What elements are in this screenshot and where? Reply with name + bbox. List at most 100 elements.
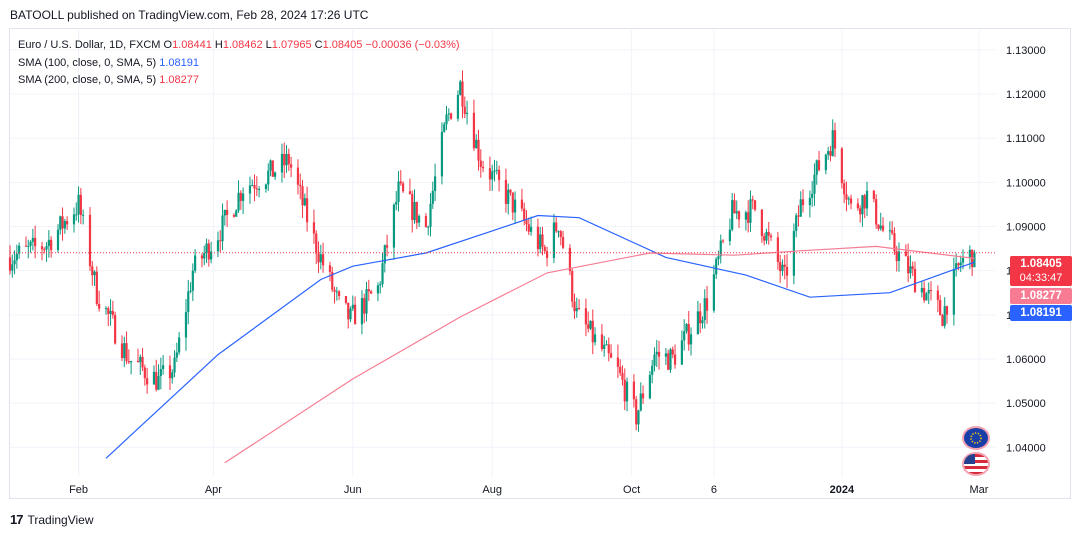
candle-body bbox=[447, 113, 450, 115]
candle-body bbox=[315, 233, 318, 254]
candle-body bbox=[242, 193, 245, 201]
candle-body bbox=[623, 379, 626, 402]
candle-body bbox=[50, 239, 53, 251]
candle-body bbox=[541, 234, 544, 247]
candle-body bbox=[817, 160, 821, 171]
candle-body bbox=[715, 259, 718, 275]
eu-flag-icon[interactable] bbox=[962, 426, 990, 450]
candle-body bbox=[712, 274, 715, 311]
candle-body bbox=[399, 181, 402, 184]
candle-body bbox=[445, 114, 448, 125]
candle-body bbox=[648, 374, 652, 399]
price-tick-label: 1.05000 bbox=[1006, 398, 1046, 410]
candle-body bbox=[465, 112, 469, 114]
candle-body bbox=[795, 215, 798, 231]
sma200-line bbox=[224, 245, 975, 464]
candle-body bbox=[285, 153, 288, 166]
time-tick-label: 2024 bbox=[830, 484, 855, 496]
candle-body bbox=[703, 298, 706, 321]
legend-ohlc: Euro / U.S. Dollar, 1D, FXCM O1.08441 H1… bbox=[18, 37, 460, 55]
candle-body bbox=[669, 349, 672, 370]
candle-body bbox=[952, 269, 955, 315]
candle-body bbox=[911, 266, 914, 269]
candle-body bbox=[785, 266, 789, 276]
candle-body bbox=[751, 199, 754, 201]
candle-body bbox=[431, 190, 434, 204]
legend-sma200[interactable]: SMA (200, close, 0, SMA, 5) 1.08277 bbox=[18, 72, 460, 90]
candle-body bbox=[813, 174, 816, 194]
candle-body bbox=[456, 94, 460, 119]
candle-body bbox=[27, 245, 30, 247]
candle-body bbox=[34, 237, 37, 247]
candle-body bbox=[493, 170, 496, 172]
candle-body bbox=[194, 255, 197, 271]
sma200-value: 1.08277 bbox=[159, 74, 199, 86]
candle-body bbox=[735, 211, 738, 214]
candle-body bbox=[210, 251, 213, 260]
candle-body bbox=[943, 306, 946, 326]
candle-body bbox=[893, 233, 896, 252]
candle-body bbox=[290, 164, 293, 168]
candle-body bbox=[637, 410, 640, 425]
candle-body bbox=[888, 230, 891, 232]
candle-body bbox=[13, 260, 16, 265]
candle-body bbox=[831, 130, 834, 156]
candle-body bbox=[824, 154, 827, 171]
candle-body bbox=[155, 371, 158, 390]
footer-brand[interactable]: TradingView bbox=[27, 512, 94, 527]
candle-body bbox=[18, 245, 21, 254]
publisher-header: BATOOLL published on TradingView.com, Fe… bbox=[10, 8, 369, 22]
candle-body bbox=[248, 185, 252, 194]
candle-body bbox=[609, 353, 613, 358]
candle-body bbox=[175, 352, 178, 358]
tradingview-logo-icon[interactable]: 17 bbox=[10, 512, 24, 527]
candle-body bbox=[939, 300, 942, 316]
candle-body bbox=[840, 148, 843, 184]
candle-body bbox=[75, 214, 78, 216]
candle-body bbox=[395, 201, 398, 205]
candle-body bbox=[783, 264, 786, 267]
candle-body bbox=[653, 354, 656, 366]
legend-sma100[interactable]: SMA (100, close, 0, SMA, 5) 1.08191 bbox=[18, 55, 460, 73]
candle-body bbox=[305, 198, 309, 223]
candle-body bbox=[879, 225, 882, 229]
legend-high: 1.08462 bbox=[222, 39, 263, 51]
candle-body bbox=[865, 190, 869, 209]
time-tick-label: Mar bbox=[970, 484, 989, 496]
sma200-badge: 1.08277 bbox=[1010, 288, 1072, 304]
candle-body bbox=[689, 334, 693, 345]
candle-body bbox=[776, 237, 779, 262]
candle-body bbox=[347, 302, 350, 320]
candle-body bbox=[955, 263, 958, 270]
candle-body bbox=[843, 183, 846, 195]
candle-body bbox=[545, 251, 549, 258]
legend: Euro / U.S. Dollar, 1D, FXCM O1.08441 H1… bbox=[18, 37, 460, 90]
candle-body bbox=[461, 81, 464, 107]
time-tick-label: Apr bbox=[205, 484, 222, 496]
candle-body bbox=[913, 268, 917, 293]
candle-body bbox=[797, 215, 800, 217]
us-flag-icon[interactable] bbox=[962, 452, 990, 476]
candle-body bbox=[219, 240, 222, 242]
candle-body bbox=[571, 271, 574, 302]
sma100-label: SMA (100, close, 0, SMA, 5) bbox=[18, 56, 157, 69]
sma-lines bbox=[10, 214, 995, 464]
candle-body bbox=[907, 256, 910, 274]
candle-body bbox=[191, 270, 194, 291]
candle-body bbox=[639, 393, 642, 411]
candle-body bbox=[264, 184, 268, 190]
price-tick-label: 1.04000 bbox=[1006, 442, 1046, 454]
sma200-badge-value: 1.08277 bbox=[1020, 290, 1062, 302]
candle-body bbox=[8, 257, 12, 271]
candle-body bbox=[737, 211, 741, 220]
candle-body bbox=[765, 231, 768, 241]
candle-body bbox=[363, 298, 366, 314]
candle-body bbox=[427, 226, 430, 228]
candle-body bbox=[701, 320, 704, 324]
candle-body bbox=[98, 303, 101, 309]
legend-low: 1.07965 bbox=[271, 39, 312, 51]
candle-body bbox=[961, 257, 965, 263]
candle-body bbox=[603, 344, 606, 349]
sma100-badge-value: 1.08191 bbox=[1020, 307, 1062, 319]
